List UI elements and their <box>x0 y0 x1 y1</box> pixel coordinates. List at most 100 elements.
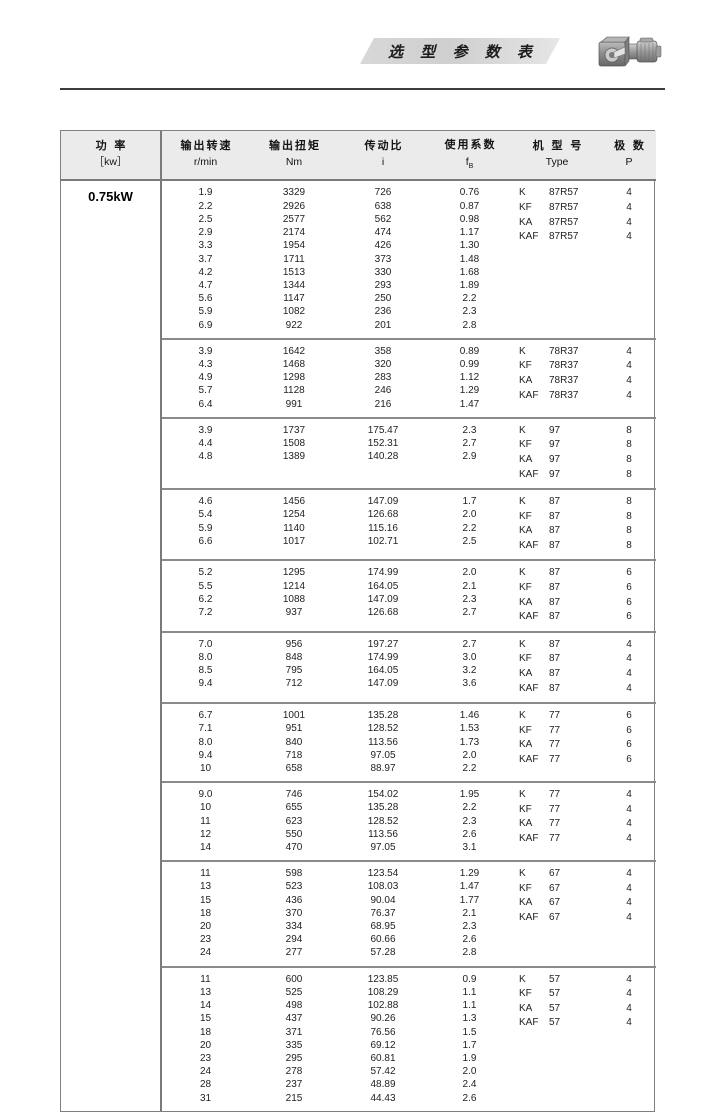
service-factor-symbol: f <box>465 155 469 168</box>
machine-type-entry: KF 87 <box>519 510 595 525</box>
machine-type-entry: KAF 78R37 <box>519 389 595 404</box>
machine-type-model: 78R37 <box>549 374 579 386</box>
machine-type-entry: KAF 87 <box>519 610 595 625</box>
value-pole-count: 4 <box>626 389 632 401</box>
value-output-speed: 6.2 <box>198 593 213 605</box>
value-output-torque: 1954 <box>282 240 306 252</box>
value-output-speed: 11 <box>200 868 211 880</box>
machine-type-entry: KAF 57 <box>519 1016 595 1031</box>
machine-type-prefix: KA <box>519 596 533 608</box>
cell-service-factor: 0.89 0.99 1.12 1.29 1.47 <box>427 337 512 418</box>
cell-pole-count: 4 4 4 4 <box>602 630 656 704</box>
value-output-speed: 12 <box>199 828 212 840</box>
value-pole-count: 4 <box>626 202 632 214</box>
column-header-ratio: 传动比 i <box>339 131 427 182</box>
value-output-torque: 525 <box>285 986 303 998</box>
value-gear-ratio: 44.43 <box>370 1092 396 1104</box>
value-service-factor: 3.0 <box>462 652 477 664</box>
cell-output-torque: 1642 1468 1298 1128 991 <box>249 337 339 418</box>
value-output-speed: 4.9 <box>198 372 213 384</box>
value-output-torque: 1254 <box>282 509 306 521</box>
value-output-torque: 1017 <box>282 535 306 547</box>
value-pole-count: 8 <box>626 468 632 480</box>
value-service-factor: 2.1 <box>462 580 477 592</box>
value-output-torque: 746 <box>285 789 303 801</box>
cell-output-speed: 3.9 4.4 4.8 <box>161 416 249 490</box>
cell-output-torque: 600 525 498 437 371 335 295 278 237 215 <box>249 965 339 1111</box>
value-service-factor: 2.8 <box>462 319 477 331</box>
value-output-torque: 294 <box>285 934 303 946</box>
cell-pole-count: 4 4 4 4 <box>602 337 656 418</box>
value-gear-ratio: 174.99 <box>367 652 399 664</box>
value-service-factor: 1.47 <box>459 881 480 893</box>
machine-type-prefix: K <box>519 710 526 722</box>
power-rating-cell: 0.75kW <box>61 180 162 1111</box>
value-gear-ratio: 236 <box>374 306 392 318</box>
value-gear-ratio: 60.66 <box>370 934 396 946</box>
machine-type-entry: KA 77 <box>519 817 595 832</box>
value-gear-ratio: 57.42 <box>370 1066 396 1078</box>
value-gear-ratio: 164.05 <box>367 580 399 592</box>
cell-service-factor: 0.76 0.87 0.98 1.17 1.30 1.48 1.68 1.89 2.2 2.3 2.… <box>427 180 512 338</box>
value-output-speed: 28 <box>199 1079 212 1091</box>
value-gear-ratio: 90.26 <box>370 1013 396 1025</box>
machine-type-model: 67 <box>549 882 561 894</box>
cell-gear-ratio: 135.28 128.52 113.56 97.05 88.97 <box>339 702 427 783</box>
cell-output-torque: 1737 1508 1389 <box>249 416 339 490</box>
cell-output-speed: 4.6 5.4 5.9 6.6 <box>161 488 249 561</box>
value-service-factor: 2.8 <box>462 947 477 959</box>
machine-type-entry: KF 77 <box>519 724 595 739</box>
machine-type-model: 67 <box>549 912 561 924</box>
cell-output-speed: 7.0 8.0 8.5 9.4 <box>161 630 249 704</box>
value-output-speed: 6.7 <box>198 710 213 722</box>
value-output-torque: 295 <box>285 1052 303 1064</box>
value-service-factor: 1.29 <box>459 868 480 880</box>
value-output-speed: 3.9 <box>198 424 213 436</box>
value-output-torque: 470 <box>285 842 303 854</box>
machine-type-entry: KAF 87R57 <box>519 230 595 245</box>
machine-type-model: 77 <box>549 789 561 801</box>
value-output-speed: 2.9 <box>198 227 213 239</box>
value-pole-count: 6 <box>626 739 632 751</box>
value-pole-count: 4 <box>626 988 632 1000</box>
machine-type-prefix: KF <box>519 724 532 736</box>
machine-type-entry: K 77 <box>519 788 595 803</box>
machine-type-prefix: KF <box>519 582 532 594</box>
machine-type-prefix: KAF <box>519 468 539 480</box>
machine-type-model: 87R57 <box>549 216 579 228</box>
cell-gear-ratio: 147.09 126.68 115.16 102.71 <box>339 488 427 561</box>
value-gear-ratio: 97.05 <box>370 842 396 854</box>
value-output-torque: 523 <box>285 881 303 893</box>
value-pole-count: 6 <box>626 611 632 623</box>
machine-type-model: 87R57 <box>549 187 579 199</box>
cell-output-speed: 5.2 5.5 6.2 7.2 <box>161 559 249 632</box>
value-output-torque: 1298 <box>282 372 306 384</box>
machine-type-prefix: KA <box>519 374 533 386</box>
value-output-speed: 6.9 <box>198 319 213 331</box>
machine-type-entry: KAF 97 <box>519 468 595 483</box>
cell-machine-type: K 87R57 KF 87R57 KA 87R57 KAF 87R57 <box>512 180 602 338</box>
machine-type-model: 97 <box>549 453 561 465</box>
value-output-torque: 436 <box>285 894 303 906</box>
value-output-torque: 1468 <box>282 358 306 370</box>
machine-type-prefix: KAF <box>519 611 539 623</box>
cell-gear-ratio: 123.85 108.29 102.88 90.26 76.56 69.12 60.81 57… <box>339 965 427 1111</box>
cell-service-factor: 1.46 1.53 1.73 2.0 2.2 <box>427 702 512 783</box>
value-output-speed: 14 <box>199 1000 212 1012</box>
machine-type-entry: KA 57 <box>519 1002 595 1017</box>
cell-machine-type: K 57 KF 57 KA 57 KAF 57 <box>512 965 602 1111</box>
value-pole-count: 8 <box>626 525 632 537</box>
value-output-speed: 3.7 <box>198 253 213 265</box>
value-output-torque: 3329 <box>282 187 306 199</box>
cell-machine-type: K 77 KF 77 KA 77 KAF 77 <box>512 781 602 862</box>
value-output-speed: 2.5 <box>198 213 213 225</box>
machine-type-model: 87 <box>549 638 561 650</box>
value-gear-ratio: 726 <box>374 187 392 199</box>
machine-type-model: 57 <box>549 1017 561 1029</box>
cell-service-factor: 0.9 1.1 1.1 1.3 1.5 1.7 1.9 2.0 2.4 2.6 <box>427 965 512 1111</box>
cell-output-speed: 9.0 10 11 12 14 <box>161 781 249 862</box>
cell-service-factor: 1.95 2.2 2.3 2.6 3.1 <box>427 781 512 862</box>
cell-service-factor: 1.29 1.47 1.77 2.1 2.3 2.6 2.8 <box>427 860 512 967</box>
value-pole-count: 4 <box>626 789 632 801</box>
machine-type-prefix: KF <box>519 882 532 894</box>
